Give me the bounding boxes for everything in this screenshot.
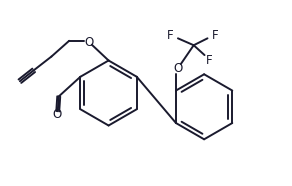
- Text: F: F: [212, 29, 219, 42]
- Text: O: O: [173, 62, 182, 75]
- Text: O: O: [52, 108, 61, 121]
- Text: F: F: [206, 54, 213, 68]
- Text: F: F: [167, 29, 173, 42]
- Text: O: O: [84, 36, 93, 49]
